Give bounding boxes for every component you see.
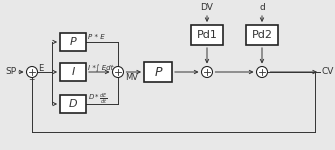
Bar	[60, 33, 86, 51]
Circle shape	[113, 66, 124, 78]
Text: CV: CV	[322, 66, 334, 75]
Text: Pd1: Pd1	[197, 30, 217, 40]
Text: P: P	[70, 37, 76, 47]
Bar	[191, 25, 223, 45]
Text: I: I	[71, 67, 75, 77]
Text: SP: SP	[5, 66, 16, 75]
Text: P: P	[154, 66, 162, 78]
Bar	[246, 25, 278, 45]
Text: I *∫ Edt: I *∫ Edt	[88, 64, 113, 72]
Bar	[144, 62, 172, 82]
Text: $D*\frac{dE}{dt}$: $D*\frac{dE}{dt}$	[88, 92, 108, 106]
Bar	[60, 95, 86, 113]
Text: D: D	[69, 99, 77, 109]
Text: −: −	[28, 75, 34, 84]
Circle shape	[201, 66, 212, 78]
Text: Pd2: Pd2	[252, 30, 272, 40]
Text: d: d	[259, 3, 265, 12]
Text: MV: MV	[125, 74, 138, 82]
Text: P * E: P * E	[88, 34, 105, 40]
Circle shape	[26, 66, 38, 78]
Text: E: E	[38, 64, 43, 73]
Circle shape	[257, 66, 268, 78]
Text: DV: DV	[201, 3, 213, 12]
Bar	[60, 63, 86, 81]
